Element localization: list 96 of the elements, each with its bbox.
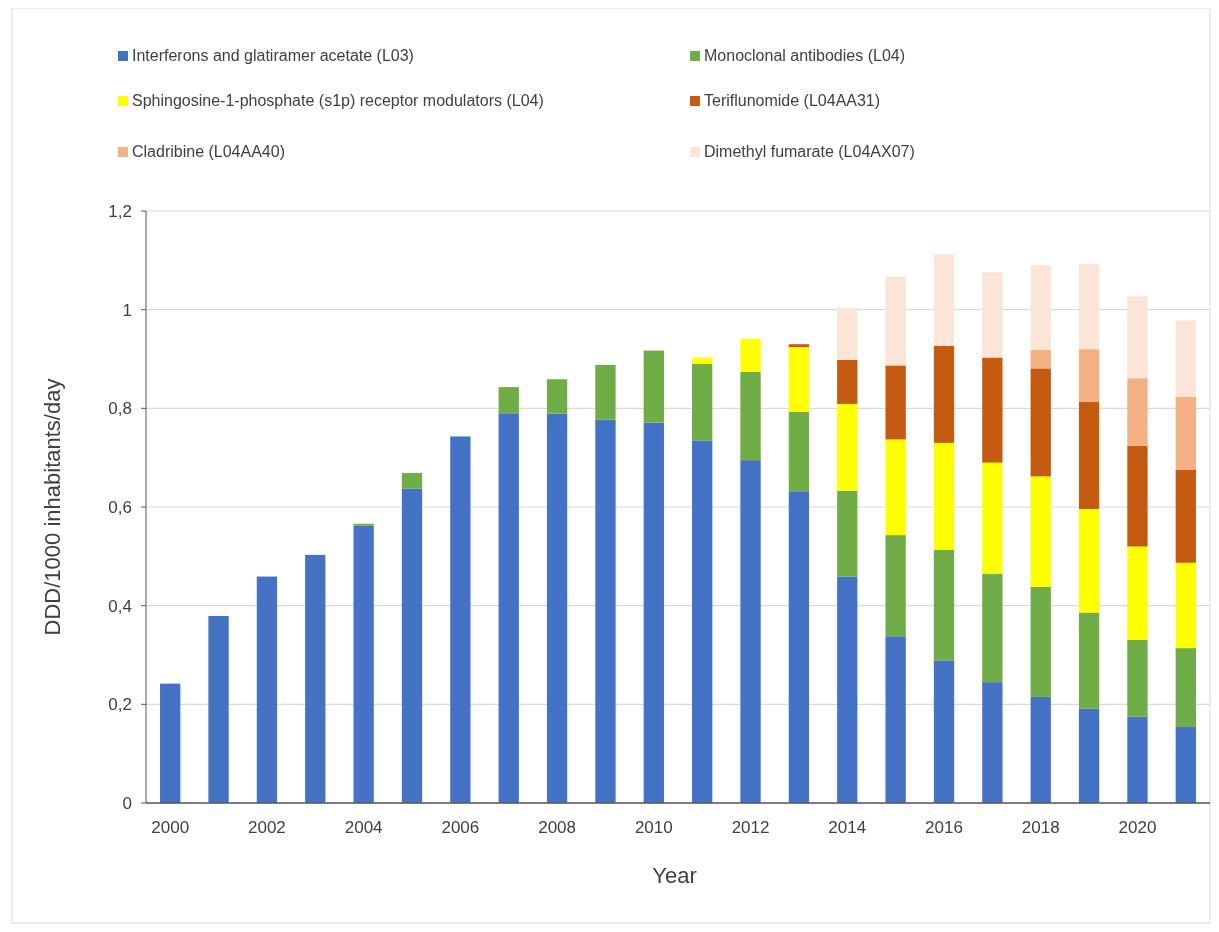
bar — [305, 554, 326, 803]
bar — [1030, 368, 1051, 477]
x-axis-title: Year — [652, 863, 697, 888]
bar — [982, 357, 1003, 463]
bar — [160, 683, 181, 803]
bar — [982, 682, 1003, 803]
bar — [933, 254, 955, 346]
bar — [692, 357, 713, 364]
bar — [546, 379, 568, 414]
bar — [1175, 470, 1196, 563]
bar — [1078, 508, 1100, 613]
bar — [1127, 378, 1148, 446]
bar — [498, 413, 519, 803]
x-tick-label: 2014 — [828, 818, 867, 837]
bar — [1175, 727, 1196, 803]
bar — [740, 371, 761, 461]
bar — [740, 338, 761, 372]
y-tick-label: 0,8 — [108, 399, 132, 419]
bar — [1030, 265, 1051, 350]
bar — [1127, 445, 1148, 547]
bar — [1078, 401, 1100, 509]
bar — [1030, 696, 1051, 803]
legend-label: Teriflunomide (L04AA31) — [704, 92, 881, 109]
bar — [933, 345, 955, 443]
bar — [982, 462, 1003, 574]
bar — [595, 364, 616, 420]
bar — [885, 365, 906, 440]
y-tick-label: 0,4 — [108, 596, 132, 616]
x-tick-label: 2004 — [344, 818, 383, 837]
bar — [1030, 349, 1051, 369]
bar — [595, 419, 616, 803]
bar — [1175, 648, 1196, 728]
bar — [788, 411, 810, 492]
bar — [692, 440, 713, 803]
x-tick-label: 2000 — [151, 818, 190, 837]
x-tick-label: 2020 — [1118, 818, 1157, 837]
y-tick-label: 1,2 — [108, 201, 132, 221]
bar — [837, 307, 858, 360]
bar — [1127, 639, 1148, 717]
bar — [788, 344, 810, 348]
bar — [933, 660, 955, 803]
bar — [837, 576, 858, 803]
bar — [837, 359, 858, 404]
bar — [1127, 716, 1148, 803]
legend-label: Dimethyl fumarate (L04AX07) — [704, 143, 915, 160]
bar — [353, 525, 374, 803]
legend-label: Interferons and glatiramer acetate (L03) — [132, 47, 414, 64]
bar — [208, 616, 229, 803]
bar — [692, 363, 713, 441]
bar — [401, 472, 423, 489]
bar — [1175, 562, 1196, 649]
bar — [837, 403, 858, 491]
bar — [256, 576, 278, 803]
x-tick-label: 2010 — [634, 818, 673, 837]
bar — [401, 488, 423, 803]
y-tick-label: 0,2 — [108, 695, 132, 715]
legend-label: Cladribine (L04AA40) — [132, 143, 285, 160]
bar — [1030, 586, 1051, 697]
x-tick-label: 2006 — [441, 818, 480, 837]
bar — [498, 387, 519, 414]
y-axis-title: DDD/1000 inhabitants/day — [40, 378, 65, 636]
bar — [643, 350, 664, 423]
x-tick-label: 2012 — [731, 818, 770, 837]
bar — [546, 413, 568, 803]
bar — [933, 442, 955, 550]
bar — [1078, 349, 1100, 402]
bar — [837, 490, 858, 577]
x-tick-label: 2008 — [538, 818, 576, 837]
bar — [885, 276, 906, 366]
bar — [885, 636, 906, 803]
bar — [1127, 546, 1148, 640]
bar — [1078, 264, 1100, 350]
bar — [740, 460, 761, 803]
bar — [885, 439, 906, 536]
bar — [982, 573, 1003, 683]
bar — [788, 491, 810, 803]
bar — [1030, 476, 1051, 587]
legend-label: Sphingosine-1-phosphate (s1p) receptor modulators (L04) — [132, 92, 544, 109]
bar — [1127, 296, 1148, 379]
bar — [1078, 708, 1100, 803]
x-tick-label: 2018 — [1021, 818, 1060, 837]
bar — [1175, 320, 1196, 397]
legend-label: Monoclonal antibodies (L04) — [704, 47, 906, 64]
bar — [933, 549, 955, 661]
bar — [1175, 396, 1196, 470]
x-tick-label: 2002 — [248, 818, 286, 837]
y-tick-label: 1 — [122, 300, 132, 320]
bar — [1078, 612, 1100, 709]
y-tick-label: 0 — [122, 793, 132, 813]
y-tick-label: 0,6 — [108, 497, 132, 517]
bar — [982, 272, 1003, 358]
bar — [885, 535, 906, 637]
bar — [450, 436, 471, 803]
bar — [788, 347, 810, 412]
x-tick-label: 2016 — [925, 818, 963, 837]
bar — [643, 422, 664, 803]
